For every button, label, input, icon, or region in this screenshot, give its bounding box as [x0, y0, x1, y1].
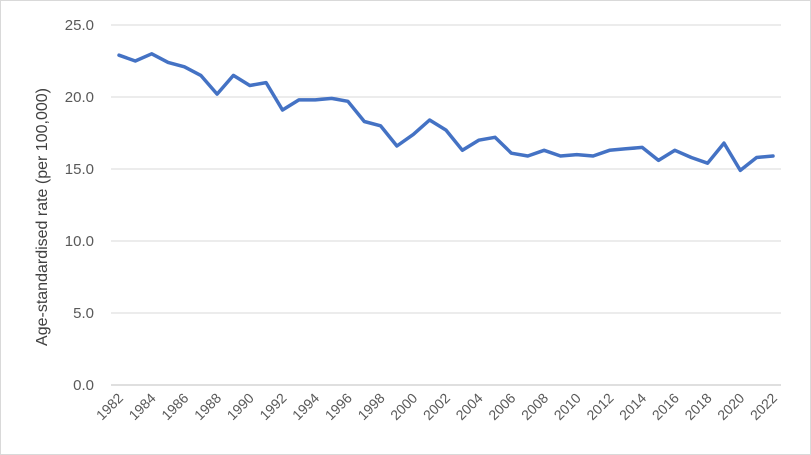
- x-tick-label: 2002: [420, 390, 453, 423]
- x-tick-label: 1988: [191, 390, 224, 423]
- x-tick-label: 1998: [354, 390, 387, 423]
- x-tick-label: 2012: [583, 390, 616, 423]
- x-tick-label: 1992: [256, 390, 289, 423]
- x-tick-label: 1994: [289, 390, 322, 423]
- x-tick-label: 2008: [518, 390, 551, 423]
- x-tick-label: 2018: [681, 390, 714, 423]
- x-axis-ticks: 1982 1984 1986 1988 1990 1992 1994 1996 1998 2000…: [93, 390, 780, 423]
- x-tick-label: 1984: [125, 390, 158, 423]
- x-tick-label: 1990: [224, 390, 257, 423]
- y-tick-label: 25.0: [65, 17, 94, 34]
- y-axis-ticks: 0.0 5.0 10.0 15.0 20.0 25.0: [65, 17, 94, 394]
- y-tick-label: 5.0: [73, 305, 94, 322]
- y-tick-label: 0.0: [73, 377, 94, 394]
- gridlines: [111, 24, 781, 386]
- y-tick-label: 10.0: [65, 233, 94, 250]
- x-tick-label: 1996: [322, 390, 355, 423]
- series-line: [117, 52, 775, 173]
- x-tick-label: 2020: [714, 390, 747, 423]
- x-tick-label: 2022: [747, 390, 780, 423]
- x-tick-label: 2016: [649, 390, 682, 423]
- series-group: [117, 52, 775, 173]
- x-tick-label: 1982: [93, 390, 126, 423]
- y-tick-label: 15.0: [65, 161, 94, 178]
- x-tick-label: 2000: [387, 390, 420, 423]
- x-tick-label: 2014: [616, 390, 649, 423]
- y-axis-title: Age-standardised rate (per 100,000): [34, 88, 51, 346]
- x-tick-label: 2010: [551, 390, 584, 423]
- y-tick-label: 20.0: [65, 89, 94, 106]
- x-tick-label: 1986: [158, 390, 191, 423]
- x-tick-label: 2004: [452, 390, 485, 423]
- x-tick-label: 2006: [485, 390, 518, 423]
